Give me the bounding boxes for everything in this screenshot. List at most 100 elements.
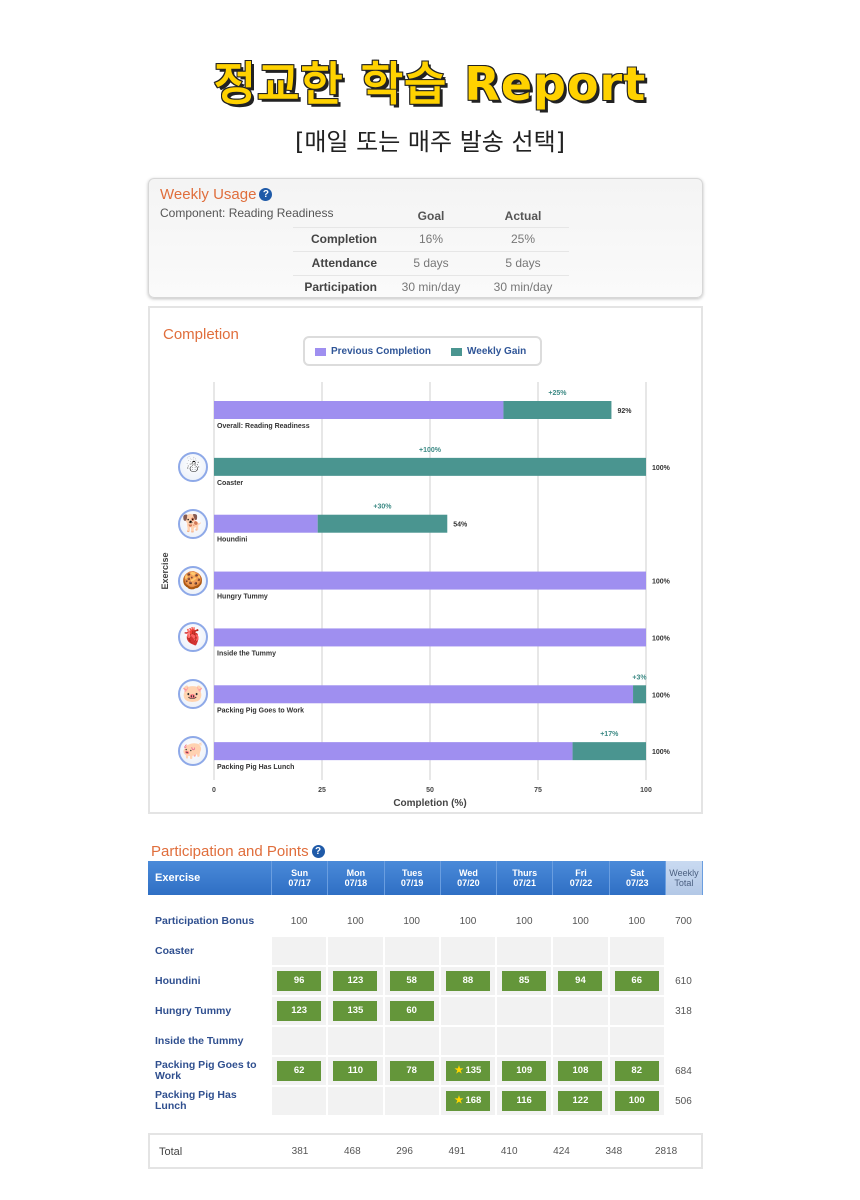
points-cell: 58 — [384, 967, 441, 997]
points-cell — [328, 1087, 385, 1117]
bar-previous-0 — [214, 401, 504, 419]
help-icon[interactable]: ? — [311, 845, 325, 858]
houndini-icon[interactable]: 🐕 — [178, 509, 208, 539]
gain-label-1: +100% — [419, 447, 442, 454]
exercise-name[interactable]: Houndini — [148, 967, 272, 997]
day-date: 07/17 — [288, 878, 311, 888]
points-cell — [497, 1027, 554, 1057]
points-cell — [497, 937, 554, 967]
packing-pig-work-icon[interactable]: 🐷 — [178, 679, 208, 709]
day-header-tues: Tues 07/19 — [384, 861, 441, 895]
legend-swatch-gain — [451, 348, 462, 356]
gain-label-6: +17% — [600, 731, 619, 738]
help-icon[interactable]: ? — [259, 188, 273, 201]
day-header-sat: Sat 07/23 — [609, 861, 666, 895]
points-cell: 108 — [553, 1057, 610, 1087]
points-badge: 122 — [558, 1091, 603, 1111]
packing-pig-lunch-icon[interactable]: 🐖 — [178, 736, 208, 766]
points-cell: 82 — [609, 1057, 666, 1087]
total-label-1: 100% — [652, 465, 671, 472]
inside-tummy-icon[interactable]: 🫀 — [178, 622, 208, 652]
points-cell: 123 — [272, 997, 329, 1027]
points-cell: 100 — [609, 907, 666, 937]
points-cell — [328, 937, 385, 967]
points-badge: 58 — [389, 971, 434, 991]
weekly-total-cell: 318 — [665, 997, 703, 1027]
points-cell: 122 — [553, 1087, 610, 1117]
points-cell — [497, 997, 554, 1027]
completion-goal: 16% — [385, 226, 477, 251]
table-row: Packing Pig Goes to Work 62 110 78 ★ 135 109 10… — [148, 1057, 703, 1087]
points-cell — [384, 1027, 441, 1057]
day-total: 296 — [396, 1146, 413, 1157]
day-name: Sat — [630, 868, 645, 878]
points-badge: 135 — [333, 1001, 378, 1021]
points-cell: 100 — [328, 907, 385, 937]
points-cell — [609, 997, 666, 1027]
weekly-usage-title-text: Weekly Usage — [160, 186, 257, 203]
points-cell: 100 — [384, 907, 441, 937]
star-icon: ★ — [454, 1065, 464, 1076]
day-name: Thurs — [512, 868, 538, 878]
usage-table: Goal Actual Completion 16% 25% Attendanc… — [293, 205, 569, 299]
usage-blank-header — [293, 205, 385, 227]
chart-legend: Previous Completion Weekly Gain — [303, 336, 542, 366]
points-cell — [609, 1027, 666, 1057]
points-badge: 85 — [502, 971, 547, 991]
points-cell — [553, 997, 610, 1027]
participation-actual: 30 min/day — [477, 274, 569, 299]
completion-panel: Completion Previous Completion Weekly Ga… — [148, 306, 703, 814]
table-row: Coaster — [148, 937, 703, 967]
points-cell: 88 — [440, 967, 498, 997]
day-name: Sun — [291, 868, 309, 878]
participation-title: Participation and Points? — [151, 843, 325, 860]
weekly-total-cell: 506 — [665, 1087, 703, 1117]
x-tick-label-3: 75 — [534, 787, 542, 794]
exercise-name[interactable]: Coaster — [148, 937, 272, 967]
points-badge: 82 — [614, 1061, 659, 1081]
completion-chart: 0 25 50 75 100 Completion (%) Exercise Overall:… — [160, 382, 671, 809]
legend-swatch-previous — [315, 348, 326, 356]
points-cell: 135 — [328, 997, 385, 1027]
x-axis-label: Completion (%) — [393, 798, 466, 809]
points-cell: 116 — [497, 1087, 554, 1117]
day-date: 07/22 — [569, 878, 593, 888]
bar-gain-5 — [633, 685, 646, 704]
points-cell — [272, 1027, 329, 1057]
gain-label-5: +3% — [632, 674, 647, 681]
exercise-name[interactable]: Participation Bonus — [148, 907, 272, 937]
hungry-tummy-icon[interactable]: 🍪 — [178, 566, 208, 596]
bar-gain-0 — [503, 401, 612, 419]
points-cell: ★ 135 — [440, 1057, 498, 1087]
y-axis-label: Exercise — [160, 552, 170, 589]
points-cell — [384, 937, 441, 967]
exercise-name[interactable]: Inside the Tummy — [148, 1027, 272, 1057]
points-cell: 100 — [553, 907, 610, 937]
points-badge: 60 — [389, 1001, 434, 1021]
category-label-3: Hungry Tummy — [217, 594, 268, 601]
report-subtitle: [매일 또는 매주 발송 선택] — [294, 128, 566, 156]
weekly-total-cell: 700 — [665, 907, 703, 937]
exercise-header: Exercise — [148, 861, 272, 895]
points-badge: 109 — [502, 1061, 547, 1081]
category-label-2: Houndini — [217, 537, 247, 544]
exercise-name[interactable]: Packing Pig Goes to Work — [148, 1057, 272, 1087]
points-cell — [440, 1027, 498, 1057]
points-badge: ★ 168 — [445, 1091, 490, 1111]
points-badge: 88 — [445, 971, 490, 991]
category-label-5: Packing Pig Goes to Work — [217, 707, 304, 714]
points-cell — [440, 937, 498, 967]
bar-gain-1 — [214, 457, 646, 476]
points-cell: 100 — [497, 907, 554, 937]
day-date: 07/21 — [513, 878, 536, 888]
points-cell: 123 — [328, 967, 385, 997]
points-cell: 66 — [609, 967, 666, 997]
exercise-name[interactable]: Hungry Tummy — [148, 997, 272, 1027]
exercise-name[interactable]: Packing Pig Has Lunch — [148, 1087, 272, 1117]
bar-previous-6 — [214, 742, 573, 761]
coaster-icon[interactable]: ☃ — [178, 452, 208, 482]
bar-previous-3 — [214, 571, 646, 590]
bar-previous-4 — [214, 628, 646, 647]
completion-actual: 25% — [477, 226, 569, 251]
weekly-usage-panel: Weekly Usage? Component: Reading Readine… — [148, 178, 703, 299]
